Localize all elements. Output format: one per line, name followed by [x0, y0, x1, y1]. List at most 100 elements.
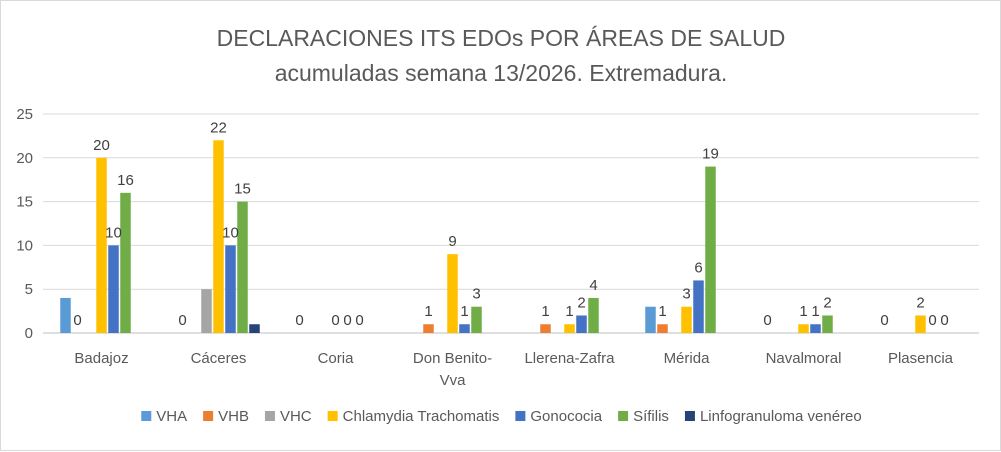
chart-subtitle: acumuladas semana 13/2026. Extremadura. — [275, 60, 728, 86]
data-label: 22 — [210, 119, 227, 136]
data-label: 3 — [682, 286, 690, 303]
y-tick-label: 0 — [25, 325, 33, 342]
legend-swatch — [515, 411, 526, 421]
legend-swatch — [618, 411, 629, 421]
legend-item: Chlamydia Trachomatis — [327, 408, 500, 425]
data-label: 0 — [355, 312, 363, 329]
bar — [249, 324, 260, 333]
data-label: 2 — [823, 294, 831, 311]
legend-label: Gonococia — [530, 408, 602, 425]
y-tick-label: 15 — [16, 194, 33, 211]
data-label: 0 — [928, 312, 936, 329]
bar — [540, 324, 551, 333]
data-label: 1 — [565, 303, 573, 320]
legend-swatch — [327, 411, 338, 421]
data-label: 16 — [117, 172, 134, 189]
data-label: 2 — [577, 294, 585, 311]
bar — [705, 166, 716, 333]
bar — [237, 201, 248, 333]
bar — [657, 324, 668, 333]
x-tick-label: Coria — [318, 350, 355, 367]
data-label: 1 — [811, 303, 819, 320]
legend-label: VHC — [280, 408, 312, 425]
bar — [798, 324, 809, 333]
chart-title: DECLARACIONES ITS EDOs POR ÁREAS DE SALU… — [217, 25, 786, 51]
bar — [423, 324, 434, 333]
gridlines — [43, 113, 979, 334]
bar — [471, 306, 482, 333]
data-label: 0 — [880, 312, 888, 329]
data-label: 0 — [73, 312, 81, 329]
data-label: 0 — [343, 312, 351, 329]
legend-item: VHA — [141, 408, 187, 425]
x-tick-label: Llerena-Zafra — [524, 350, 615, 367]
bar — [693, 280, 704, 333]
data-label: 20 — [93, 137, 110, 154]
data-label: 1 — [541, 303, 549, 320]
legend-item: VHC — [264, 408, 312, 425]
data-label: 1 — [424, 303, 432, 320]
data-label: 9 — [448, 233, 456, 250]
x-tick-label: Plasencia — [888, 350, 954, 367]
bar — [681, 306, 692, 333]
data-label: 0 — [178, 312, 186, 329]
bar — [576, 315, 587, 333]
legend-label: VHA — [156, 408, 187, 425]
data-label: 10 — [105, 224, 122, 241]
data-label: 1 — [799, 303, 807, 320]
bar — [60, 297, 71, 333]
legend-label: VHB — [218, 408, 249, 425]
data-label: 0 — [763, 312, 771, 329]
legend-label: Chlamydia Trachomatis — [343, 408, 500, 425]
x-tick-label: Mérida — [664, 350, 711, 367]
bar — [915, 315, 926, 333]
legend-item: Sífilis — [618, 408, 669, 425]
bar — [108, 245, 119, 333]
bar — [564, 324, 575, 333]
legend-label: Linfogranuloma venéreo — [700, 408, 862, 425]
bar — [810, 324, 821, 333]
data-label: 0 — [940, 312, 948, 329]
bar — [225, 245, 236, 333]
legend: VHA VHB VHC Chlamydia Trachomatis Gonococia S… — [141, 408, 862, 425]
x-axis-ticks: Badajoz Cáceres Coria Don Benito- Vva Llerena… — [74, 350, 953, 389]
data-label: 1 — [658, 303, 666, 320]
x-tick-label: Navalmoral — [766, 350, 842, 367]
y-tick-label: 5 — [25, 281, 33, 298]
legend-item: Gonococia — [515, 408, 603, 425]
x-tick-label: Badajoz — [74, 350, 128, 367]
legend-swatch — [684, 411, 695, 421]
bar — [822, 315, 833, 333]
y-tick-label: 20 — [16, 150, 33, 167]
legend-label: Sífilis — [633, 408, 669, 425]
data-label: 0 — [331, 312, 339, 329]
data-label: 19 — [702, 146, 719, 163]
data-label: 1 — [460, 303, 468, 320]
legend-item: VHB — [203, 408, 249, 425]
bar — [459, 324, 470, 333]
bar — [213, 140, 224, 333]
data-label: 6 — [694, 259, 702, 276]
legend-swatch — [203, 411, 214, 421]
bar — [645, 306, 656, 333]
bar — [96, 157, 107, 333]
bar — [120, 192, 131, 333]
x-tick-label: Cáceres — [191, 350, 247, 367]
y-axis-ticks: 0 5 10 15 20 25 — [16, 106, 33, 342]
data-label: 3 — [472, 286, 480, 303]
bars — [60, 140, 926, 333]
data-label: 4 — [589, 277, 597, 294]
y-tick-label: 25 — [16, 106, 33, 123]
x-tick-label: Don Benito- — [413, 350, 492, 367]
data-label: 0 — [295, 312, 303, 329]
data-label: 15 — [234, 181, 251, 198]
x-tick-label: Vva — [440, 372, 467, 389]
y-tick-label: 10 — [16, 237, 33, 254]
legend-swatch — [264, 411, 275, 421]
bar — [447, 254, 458, 333]
data-label: 10 — [222, 224, 239, 241]
bar — [588, 297, 599, 333]
